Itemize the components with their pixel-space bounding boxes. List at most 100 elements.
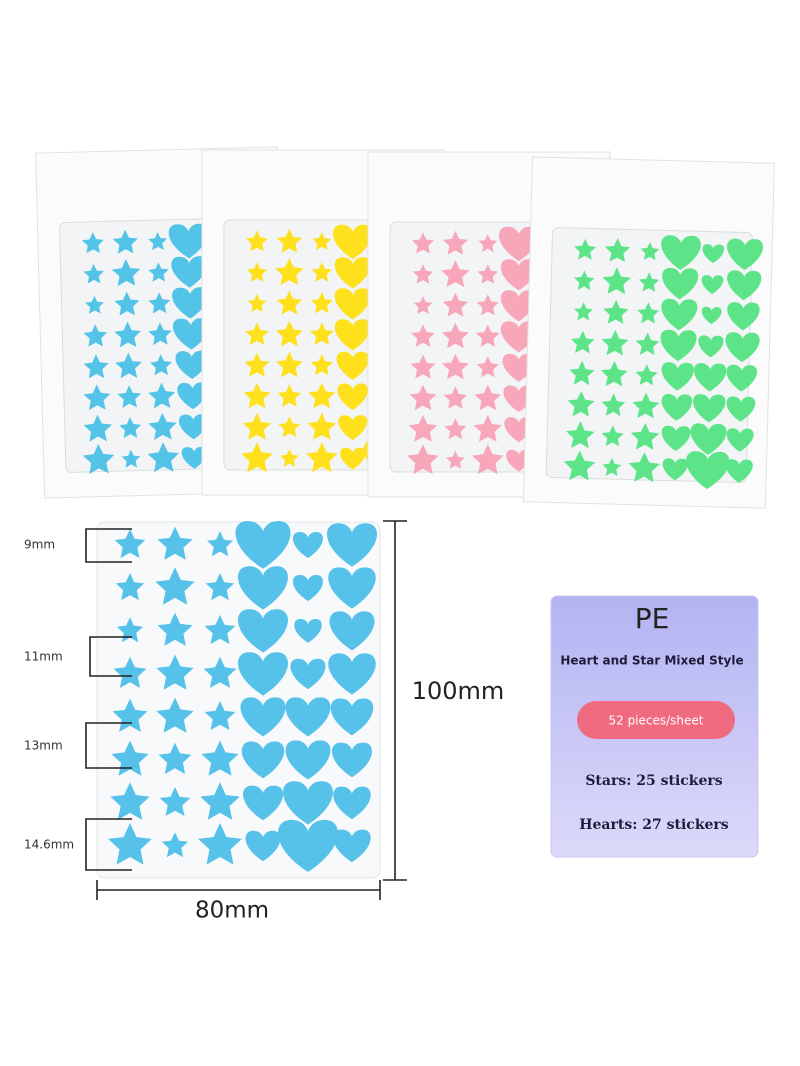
dimension-lines [85, 520, 407, 900]
star-sticker [476, 324, 500, 347]
star-sticker [628, 452, 660, 483]
star-sticker [276, 228, 302, 253]
star-sticker [307, 412, 336, 440]
size-label: 14.6mm [24, 838, 74, 852]
material: PE [635, 602, 670, 635]
heart-sticker [725, 459, 753, 483]
star-sticker [241, 442, 273, 473]
star-sticker [159, 786, 191, 816]
star-sticker [442, 230, 468, 255]
star-sticker [566, 421, 595, 449]
star-sticker [574, 238, 597, 260]
star-sticker [111, 740, 149, 776]
star-sticker [632, 392, 660, 419]
heart-sticker [283, 781, 333, 825]
heart-sticker [701, 306, 722, 325]
heart-sticker [686, 451, 730, 489]
star-sticker [411, 324, 435, 347]
heart-sticker [500, 259, 537, 291]
heart-sticker [498, 226, 539, 262]
star-sticker [635, 364, 658, 386]
heart-sticker [340, 447, 366, 470]
star-sticker [602, 267, 631, 295]
heart-sticker [725, 332, 760, 363]
star-sticker [446, 450, 465, 469]
star-sticker [637, 302, 660, 324]
star-sticker [83, 384, 111, 411]
packet-stickers [563, 235, 763, 489]
heart-sticker [332, 742, 372, 778]
star-sticker [444, 418, 467, 440]
heart-sticker [238, 609, 288, 653]
heart-sticker [173, 318, 209, 350]
heart-sticker [661, 298, 698, 331]
heart-sticker [661, 425, 691, 451]
heart-sticker [338, 415, 368, 441]
size-labels: 9mm 11mm 13mm 14.6mm [24, 538, 74, 852]
star-sticker [602, 457, 622, 477]
heart-sticker [726, 428, 754, 452]
heart-sticker [240, 697, 286, 737]
heart-sticker [334, 319, 371, 351]
star-sticker [148, 322, 172, 346]
star-sticker [149, 354, 172, 376]
size-label: 13mm [24, 739, 63, 753]
heart-sticker [726, 364, 757, 392]
star-sticker [148, 232, 168, 251]
star-sticker [276, 320, 303, 347]
star-sticker [148, 382, 176, 409]
star-sticker [156, 654, 194, 690]
heart-sticker [727, 238, 763, 271]
star-sticker [407, 444, 439, 475]
star-sticker [158, 742, 192, 774]
heart-sticker [328, 567, 376, 609]
star-sticker [600, 360, 628, 387]
star-sticker [276, 351, 303, 378]
heart-sticker [727, 302, 760, 331]
heart-sticker [334, 288, 371, 320]
heart-sticker [238, 566, 288, 610]
star-sticker [116, 617, 144, 643]
packet-sheet [545, 227, 753, 483]
heart-sticker [243, 785, 283, 821]
star-sticker [203, 656, 237, 688]
heart-sticker [329, 611, 375, 651]
star-sticker [155, 567, 195, 605]
star-sticker [408, 414, 438, 442]
star-sticker [413, 296, 433, 314]
badge [577, 701, 735, 739]
star-sticker [280, 448, 299, 467]
star-sticker [603, 299, 629, 324]
star-sticker [114, 291, 140, 316]
star-sticker [108, 823, 152, 865]
star-sticker [567, 390, 595, 417]
packet [522, 156, 775, 509]
star-sticker [570, 330, 595, 354]
star-sticker [206, 531, 234, 557]
star-sticker [83, 263, 104, 284]
star-sticker [148, 292, 171, 314]
star-sticker [638, 272, 660, 292]
star-sticker [312, 232, 332, 250]
heart-sticker [333, 786, 371, 820]
star-sticker [477, 264, 498, 284]
star-sticker [83, 324, 108, 347]
heart-sticker [293, 574, 323, 601]
star-sticker [157, 526, 193, 560]
heart-sticker [171, 256, 208, 288]
heart-sticker [241, 741, 285, 779]
size-bracket [85, 722, 132, 769]
star-sticker [119, 417, 142, 439]
packets [35, 146, 775, 509]
star-sticker [115, 573, 145, 601]
star-sticker [83, 414, 112, 442]
star-sticker [157, 612, 193, 646]
heart-sticker [337, 383, 369, 411]
star-sticker [112, 229, 138, 254]
star-sticker [409, 384, 437, 411]
star-sticker [635, 332, 660, 356]
heart-sticker [177, 382, 208, 410]
heart-sticker [690, 423, 727, 455]
star-sticker [574, 302, 593, 321]
